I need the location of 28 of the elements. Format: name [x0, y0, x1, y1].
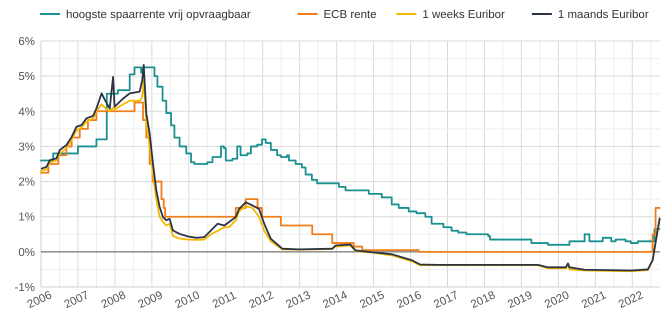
x-tick-label: 2015 — [358, 289, 386, 312]
x-tick-label: 2013 — [284, 289, 313, 312]
x-tick-label: 2010 — [173, 289, 202, 312]
y-tick-label: 3% — [18, 141, 35, 154]
x-tick-label: 2017 — [432, 289, 460, 312]
x-tick-label: 2012 — [247, 289, 276, 312]
y-tick-label: 2% — [18, 176, 35, 189]
y-tick-label: 6% — [18, 36, 35, 48]
x-tick-label: 2007 — [62, 289, 91, 312]
legend-label: 1 weeks Euribor — [422, 9, 506, 22]
x-tick-label: 2014 — [321, 289, 350, 312]
x-tick-label: 2022 — [616, 289, 646, 312]
x-tick-label: 2020 — [542, 289, 572, 312]
x-tick-label: 2008 — [100, 289, 128, 312]
x-tick-label: 2016 — [395, 289, 424, 312]
y-tick-label: -1% — [14, 282, 35, 294]
legend-label: hoogste spaarrente vrij opvraagbaar — [66, 9, 251, 22]
legend-label: 1 maands Euribor — [558, 9, 649, 22]
y-tick-label: 4% — [18, 106, 35, 118]
x-tick-label: 2009 — [136, 289, 165, 312]
y-tick-label: 1% — [18, 212, 35, 224]
x-tick-label: 2011 — [210, 290, 238, 311]
x-tick-label: 2019 — [506, 289, 534, 312]
legend-label: ECB rente — [324, 9, 377, 22]
x-tick-label: 2018 — [469, 289, 498, 312]
y-tick-label: 0% — [18, 246, 35, 259]
x-tick-label: 2021 — [580, 289, 608, 312]
y-tick-label: 5% — [18, 71, 35, 84]
